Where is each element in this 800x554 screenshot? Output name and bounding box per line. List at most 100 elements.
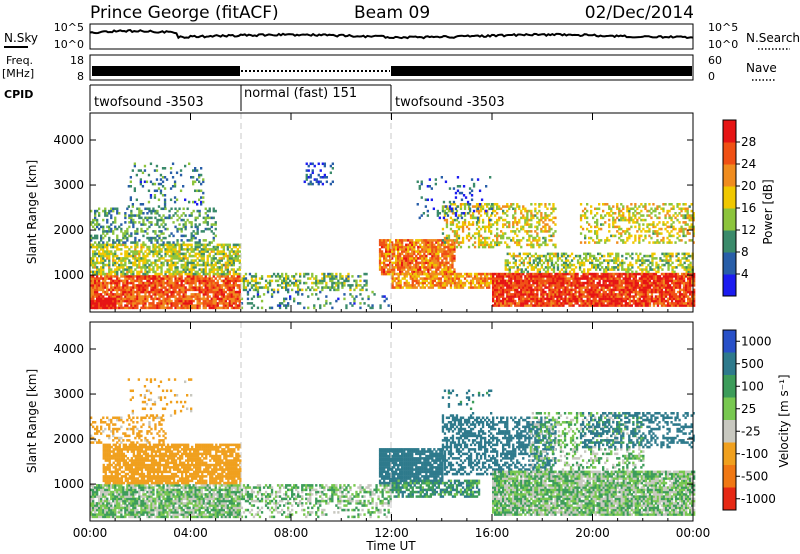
heatmap-cell [560,275,563,278]
heatmap-cell [518,218,521,222]
heatmap-cell [194,236,197,240]
heatmap-cell [276,275,280,278]
heatmap-cell [164,250,167,253]
heatmap-cell [94,299,97,303]
heatmap-cell [411,275,414,278]
heatmap-cell [415,243,418,247]
heatmap-cell [520,245,523,249]
heatmap-cell [98,243,101,247]
heatmap-cell [616,302,619,305]
heatmap-cell [118,257,121,260]
heatmap-cell [333,286,336,289]
heatmap-cell [508,223,511,226]
heatmap-cell [347,284,350,287]
heatmap-cell [278,302,282,305]
heatmap-cell [153,196,157,199]
heatmap-cell [228,243,232,247]
heatmap-cell [504,281,507,285]
heatmap-cell [431,275,435,278]
heatmap-cell [230,286,234,289]
heatmap-cell [158,248,161,251]
heatmap-cell [206,304,209,307]
heatmap-cell [526,288,529,292]
heatmap-cell [646,299,650,303]
heatmap-cell [198,268,201,271]
heatmap-cell [477,241,481,244]
heatmap-cell [526,277,529,280]
heatmap-cell [210,304,213,307]
heatmap-cell [512,225,515,229]
heatmap-cell [148,248,151,251]
heatmap-cell [238,302,242,305]
heatmap-cell [383,239,386,242]
heatmap-cell [238,279,242,283]
heatmap-cell [94,295,97,298]
heatmap-cell [626,290,630,294]
heatmap-cell [305,162,308,166]
heatmap-cell [522,225,525,229]
heatmap-cell [108,268,111,271]
heatmap-cell [234,257,238,260]
heatmap-cell [399,252,402,256]
heatmap-cell [172,257,175,260]
heatmap-cell [385,257,388,260]
heatmap-cell [640,299,644,303]
heatmap-cell [168,248,171,251]
heatmap-cell [640,284,644,287]
heatmap-cell [387,272,390,276]
heatmap-cell [582,284,585,287]
heatmap-cell [608,279,611,283]
heatmap-cell [204,261,207,265]
heatmap-cell [540,243,543,247]
heatmap-cell [465,272,469,276]
heatmap-cell [166,295,169,298]
heatmap-cell [206,227,209,231]
heatmap-cell [329,182,333,186]
heatmap-cell [494,293,497,296]
heatmap-cell [435,254,438,258]
heatmap-cell [582,275,585,278]
heatmap-cell [363,272,366,276]
heatmap-cell [339,275,342,278]
heatmap-cell [380,239,384,242]
heatmap-cell [184,257,187,260]
heatmap-cell [378,257,382,260]
heatmap-cell [421,284,425,287]
heatmap-cell [118,299,121,303]
heatmap-cell [608,299,611,303]
heatmap-cell [168,209,171,213]
heatmap-cell [184,304,187,307]
heatmap-cell [556,290,559,294]
heatmap-cell [124,304,127,307]
heatmap-cell [122,236,125,240]
heatmap-cell [186,263,189,267]
heatmap-cell [196,272,199,276]
heatmap-cell [447,250,450,253]
heatmap-cell [180,295,183,298]
heatmap-cell [162,207,165,211]
heatmap-cell [98,286,101,289]
heatmap-cell [435,272,438,276]
heatmap-cell [108,243,111,247]
heatmap-cell [140,306,143,310]
heatmap-cell [190,299,193,303]
heatmap-cell [202,295,205,298]
heatmap-cell [494,272,497,276]
heatmap-cell [518,281,521,285]
heatmap-cell [283,277,286,280]
heatmap-cell [433,261,436,265]
heatmap-cell [134,306,137,310]
heatmap-cell [166,302,169,305]
heatmap-cell [164,216,167,220]
heatmap-cell [544,304,547,307]
heatmap-cell [200,203,203,206]
heatmap-cell [463,284,467,287]
heatmap-cell [465,234,469,238]
heatmap-cell [154,288,157,292]
heatmap-cell [104,299,107,303]
heatmap-cell [640,302,644,305]
heatmap-cell [552,299,555,303]
heatmap-cell [496,299,499,303]
heatmap-cell [108,277,111,280]
